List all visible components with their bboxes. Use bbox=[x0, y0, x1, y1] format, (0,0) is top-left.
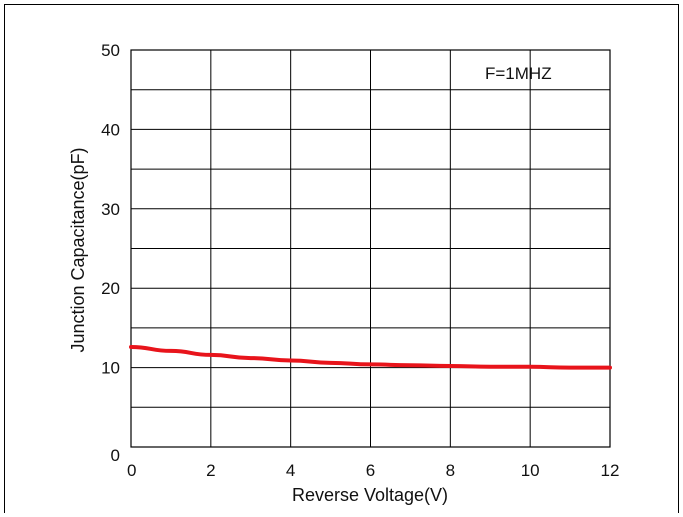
y-tick-label: 50 bbox=[101, 41, 120, 60]
chart-frame bbox=[4, 4, 679, 513]
y-tick-label: 10 bbox=[101, 359, 120, 378]
x-tick-label: 6 bbox=[366, 461, 375, 480]
y-tick-label: 20 bbox=[101, 279, 120, 298]
frequency-annotation: F=1MHZ bbox=[485, 64, 552, 83]
x-tick-label: 0 bbox=[127, 461, 136, 480]
capacitance-curve bbox=[129, 344, 612, 370]
x-tick-label: 12 bbox=[601, 461, 620, 480]
y-axis-title: Junction Capacitance(pF) bbox=[68, 147, 88, 352]
x-tick-label: 2 bbox=[206, 461, 215, 480]
y-tick-label: 0 bbox=[111, 446, 120, 465]
x-axis-title: Reverse Voltage(V) bbox=[292, 485, 448, 505]
grid-lines bbox=[130, 49, 611, 448]
x-tick-label: 4 bbox=[286, 461, 295, 480]
y-tick-label: 40 bbox=[101, 120, 120, 139]
x-tick-labels: 0 2 4 6 8 10 12 bbox=[127, 461, 619, 480]
x-tick-label: 10 bbox=[521, 461, 540, 480]
x-tick-label: 8 bbox=[446, 461, 455, 480]
data-series bbox=[129, 344, 612, 370]
y-tick-labels: 0 10 20 30 40 50 bbox=[101, 41, 120, 465]
plot-border bbox=[130, 49, 611, 448]
y-tick-label: 30 bbox=[101, 200, 120, 219]
